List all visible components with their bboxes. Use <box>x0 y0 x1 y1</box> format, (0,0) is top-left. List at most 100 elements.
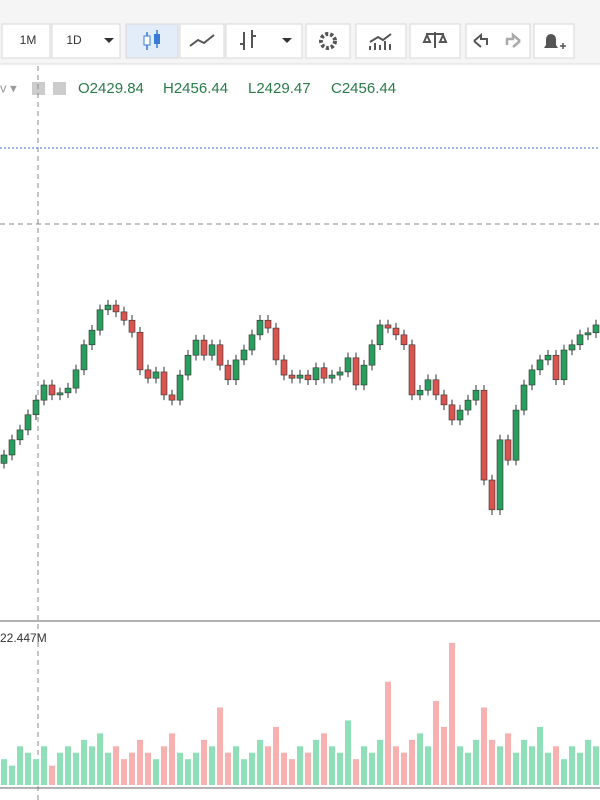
volume-bar <box>305 752 311 785</box>
volume-bar <box>113 746 119 785</box>
volume-bar <box>169 733 175 785</box>
candle-body <box>408 344 416 396</box>
candle-body <box>104 304 112 311</box>
volume-bar <box>49 765 55 785</box>
icon-redo <box>505 32 521 48</box>
volume-bar <box>337 752 343 785</box>
volume-bar <box>9 765 15 785</box>
volume-bar <box>521 739 527 785</box>
candle-body <box>96 309 104 331</box>
legend-close: C2456.44 <box>331 80 396 97</box>
volume-bar <box>289 759 295 785</box>
volume-bar <box>513 752 519 785</box>
volume-bar <box>297 746 303 785</box>
candle-body <box>88 329 96 346</box>
button-undo-redo[interactable] <box>465 23 531 59</box>
candle-body <box>136 331 144 371</box>
volume-bar <box>473 739 479 785</box>
volume-bar <box>201 739 207 785</box>
volume-bar <box>273 726 279 785</box>
volume-bar <box>73 752 79 785</box>
candle-body <box>32 399 40 416</box>
volume-bar <box>545 752 551 785</box>
volume-bar <box>1 759 7 785</box>
candle-body <box>464 399 472 411</box>
icon-plus <box>560 43 566 49</box>
volume-bar <box>89 746 95 785</box>
volume-bar <box>585 739 591 785</box>
candle-body <box>200 339 208 356</box>
button-1m[interactable] <box>1 23 51 59</box>
candle-body <box>592 324 600 334</box>
candle-body <box>328 374 336 379</box>
candle-body <box>400 334 408 346</box>
candle-body <box>544 354 552 361</box>
volume-bar <box>257 739 263 785</box>
icon-bell <box>544 34 558 48</box>
candle-body <box>576 334 584 346</box>
volume-bar <box>265 746 271 785</box>
volume-bar <box>553 746 559 785</box>
candle-body <box>288 374 296 379</box>
candle-body <box>272 327 280 361</box>
candle-body <box>184 354 192 376</box>
icon-scale <box>422 32 448 48</box>
volume-bar <box>329 746 335 785</box>
volume-bar <box>25 752 31 785</box>
candle-body <box>208 344 216 356</box>
volume-bar <box>217 707 223 785</box>
icon-undo <box>473 32 488 48</box>
icon-settings <box>53 82 66 95</box>
candle-body <box>384 324 392 329</box>
volume-bar <box>465 752 471 785</box>
volume-bar <box>569 746 575 785</box>
volume-scale-label: 22.447M <box>0 631 47 645</box>
volume-bar <box>481 707 487 785</box>
candle-body <box>48 384 56 396</box>
candle-body <box>496 439 504 511</box>
volume-bar <box>209 746 215 785</box>
icon-bars <box>240 30 256 50</box>
volume-bar <box>177 752 183 785</box>
volume-bar <box>193 752 199 785</box>
candle-body <box>440 394 448 406</box>
volume-bar <box>593 746 599 785</box>
icon-line <box>189 34 215 47</box>
candle-body <box>56 392 64 396</box>
candle-body <box>392 327 400 336</box>
candle-body <box>144 369 152 379</box>
button-bars[interactable] <box>225 23 303 59</box>
candle-body <box>432 379 440 396</box>
button-indicators[interactable] <box>355 23 407 59</box>
symbol-caret: v ▾ <box>0 80 17 95</box>
icon-gear <box>319 32 337 50</box>
candle-body <box>264 319 272 329</box>
volume-bar <box>225 752 231 785</box>
candle-body <box>520 384 528 411</box>
volume-bar <box>65 746 71 785</box>
button-candles[interactable] <box>125 23 179 59</box>
candle-body <box>472 389 480 401</box>
candle-body <box>256 319 264 336</box>
volume-bar <box>497 746 503 785</box>
volume-bar <box>121 759 127 785</box>
candle-body <box>64 387 72 394</box>
volume-bar <box>401 752 407 785</box>
candle-body <box>8 439 16 456</box>
candle-body <box>216 344 224 366</box>
candle-body <box>560 349 568 381</box>
candle-body <box>232 359 240 381</box>
button-settings[interactable] <box>305 23 351 59</box>
volume-bar <box>97 733 103 785</box>
volume-bar <box>17 746 23 785</box>
volume-bar <box>161 746 167 785</box>
candle-body <box>24 414 32 431</box>
volume-bar <box>577 752 583 785</box>
candle-body <box>296 374 304 379</box>
button-label: 1D <box>66 33 82 47</box>
icon-indicators <box>369 33 392 50</box>
volume-bar <box>153 759 159 785</box>
candle-body <box>152 371 160 379</box>
candle-body <box>536 359 544 371</box>
